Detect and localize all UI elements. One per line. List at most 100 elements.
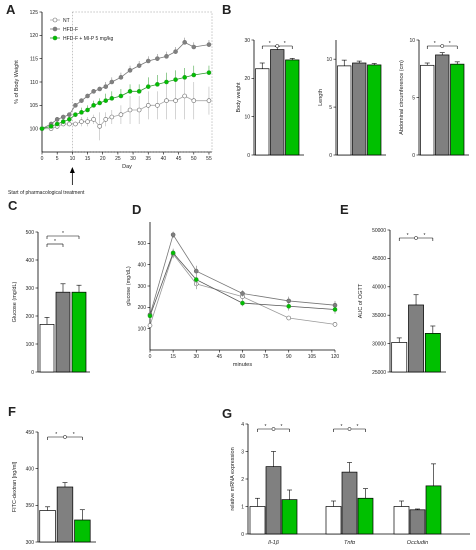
data-point <box>97 86 102 92</box>
bar <box>450 63 465 156</box>
y-tick-label: 300 <box>138 284 147 290</box>
panel-b-length-chart: 0 5 10 Length <box>318 40 386 159</box>
data-point <box>145 84 151 89</box>
bar <box>71 291 87 373</box>
bar <box>337 65 352 156</box>
x-tick-label: 15 <box>170 354 176 360</box>
x-tick-label: 45 <box>217 354 223 360</box>
data-point <box>136 63 142 68</box>
data-point <box>60 114 66 120</box>
x-tick-label: 15 <box>85 156 91 162</box>
data-point <box>118 75 124 80</box>
data-point <box>155 82 160 87</box>
x-tick-label: 30 <box>193 354 199 360</box>
legend-marker <box>52 35 58 41</box>
data-point <box>97 124 102 129</box>
y-tick-label: 0 <box>412 153 415 159</box>
significance-star: * <box>269 41 271 47</box>
treatment-window <box>72 11 213 153</box>
y-tick-label: 1 <box>241 504 244 510</box>
data-point <box>54 117 60 122</box>
data-point <box>109 79 115 85</box>
significance-star: * <box>423 233 425 239</box>
legend-marker <box>52 17 58 23</box>
data-point <box>118 112 124 117</box>
data-point <box>191 98 197 103</box>
bar <box>325 506 342 535</box>
y-tick-label: 0 <box>247 153 250 159</box>
significance-star: * <box>434 41 436 47</box>
y-tick-label: 500 <box>26 230 35 236</box>
panel-c-glucose-chart: 0 100 200 300 400 500 Glucose (mg/dL) * * <box>12 230 90 376</box>
panel-f-fitc-chart: 300 350 400 450 FITC-dextran [ng/ml] * * <box>12 430 96 546</box>
data-point <box>286 303 292 309</box>
y-tick-label: 5 <box>412 95 415 101</box>
y-axis-label: FITC-dextran [ng/ml] <box>12 461 18 512</box>
data-point <box>206 98 212 103</box>
y-tick-label: 100 <box>30 126 39 132</box>
x-tick-label: 120 <box>331 354 340 360</box>
data-point <box>67 117 72 122</box>
y-tick-label: 350 <box>26 503 35 509</box>
y-tick-label: 25000 <box>372 370 386 376</box>
y-tick-label: 4 <box>241 422 244 428</box>
y-axis-label: % of Body Weight <box>14 60 20 104</box>
y-tick-label: 125 <box>30 10 39 16</box>
y-tick-label: 0 <box>31 370 34 376</box>
data-point <box>118 93 124 99</box>
panel-label-e: E <box>340 202 349 217</box>
data-point <box>91 103 96 108</box>
y-tick-label: 0 <box>241 532 244 538</box>
data-point <box>54 121 60 127</box>
significance-marker <box>414 236 418 240</box>
data-point <box>67 112 72 117</box>
bar <box>74 519 91 543</box>
data-point <box>240 300 245 306</box>
series-line <box>42 95 209 130</box>
data-point <box>136 89 142 94</box>
y-tick-label: 100 <box>138 326 147 332</box>
data-point <box>155 103 160 108</box>
panel-b-body-weight-chart: 0 10 20 30 Body weight * * <box>236 38 304 159</box>
panel-label-f: F <box>8 404 16 419</box>
data-point <box>97 100 102 106</box>
panel-e-auc-chart: 25000 30000 35000 40000 45000 50000 AUC of OGT… <box>358 228 446 376</box>
series-line <box>149 233 336 315</box>
x-tick-label: 35 <box>145 156 151 162</box>
category-label: Tnfα <box>344 540 356 546</box>
data-point <box>206 42 212 47</box>
data-point <box>127 107 133 113</box>
panel-a-line-chart: 100 105 110 115 120 125 % of Body Weight 0 5 10 15… <box>8 10 213 196</box>
data-point <box>85 119 90 124</box>
y-tick-label: 300 <box>26 540 35 546</box>
series-line <box>41 41 210 130</box>
bar <box>408 304 424 373</box>
significance-star: * <box>357 424 359 430</box>
x-tick-label: 75 <box>263 354 269 360</box>
x-tick-label: 45 <box>176 156 182 162</box>
series-line <box>149 253 336 326</box>
x-tick-label: 90 <box>286 354 292 360</box>
bar <box>265 466 282 535</box>
data-point <box>109 96 115 101</box>
x-tick-label: 5 <box>56 156 59 162</box>
data-point <box>191 44 197 50</box>
significance-star: * <box>54 239 56 245</box>
bar <box>270 49 285 156</box>
data-point <box>240 291 245 296</box>
bar <box>249 506 266 535</box>
y-tick-label: 10 <box>326 57 332 63</box>
data-point <box>103 117 109 122</box>
data-point <box>173 98 178 103</box>
bar <box>367 64 382 156</box>
y-tick-label: 35000 <box>372 313 386 319</box>
y-tick-label: 120 <box>30 33 39 39</box>
bar <box>341 471 358 535</box>
data-point <box>145 103 151 108</box>
x-tick-label: 30 <box>130 156 136 162</box>
data-point <box>136 107 142 113</box>
series-line <box>41 72 210 130</box>
y-tick-label: 100 <box>26 342 35 348</box>
legend-label: HFD-F + MI-P 5 mg/kg <box>63 36 114 42</box>
